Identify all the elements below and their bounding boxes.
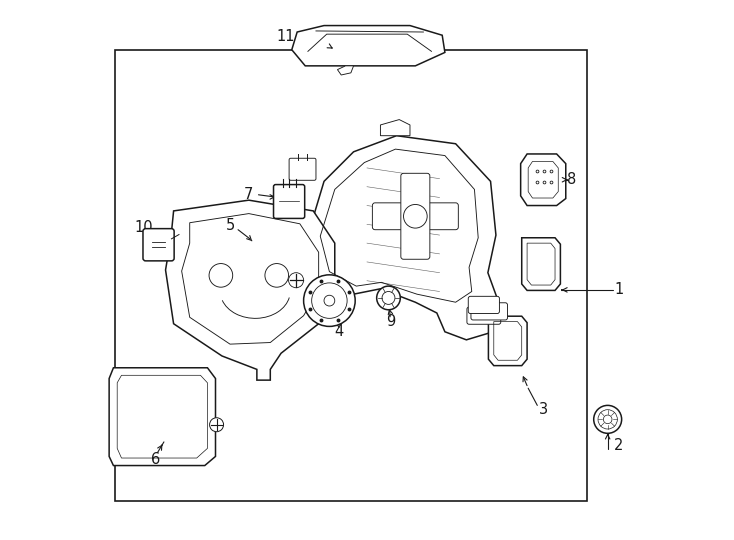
Polygon shape [380, 119, 410, 136]
Circle shape [288, 273, 304, 288]
Text: 3: 3 [539, 402, 548, 417]
Text: 2: 2 [614, 437, 623, 453]
Text: 7: 7 [244, 187, 253, 202]
FancyBboxPatch shape [274, 185, 305, 218]
Bar [115, 50, 587, 501]
Circle shape [598, 410, 617, 429]
Polygon shape [166, 200, 335, 380]
Circle shape [377, 286, 400, 310]
Polygon shape [292, 25, 445, 66]
Polygon shape [338, 66, 354, 75]
FancyBboxPatch shape [372, 203, 458, 230]
FancyBboxPatch shape [471, 303, 507, 320]
FancyBboxPatch shape [289, 158, 316, 180]
Polygon shape [520, 154, 566, 206]
Circle shape [304, 275, 355, 326]
Circle shape [404, 205, 427, 228]
FancyBboxPatch shape [467, 307, 501, 324]
Polygon shape [488, 316, 527, 366]
Text: 10: 10 [135, 220, 153, 234]
Circle shape [210, 418, 224, 431]
Circle shape [265, 264, 288, 287]
Circle shape [382, 292, 395, 305]
Circle shape [603, 415, 612, 424]
FancyBboxPatch shape [468, 296, 499, 314]
Circle shape [209, 264, 233, 287]
FancyBboxPatch shape [401, 173, 430, 259]
Polygon shape [522, 238, 560, 291]
Text: 9: 9 [386, 314, 396, 328]
Polygon shape [308, 136, 504, 340]
Text: 1: 1 [614, 282, 623, 298]
Polygon shape [109, 368, 216, 465]
Text: 4: 4 [335, 324, 344, 339]
Text: 11: 11 [276, 29, 294, 44]
Circle shape [324, 295, 335, 306]
Text: 6: 6 [151, 452, 160, 467]
FancyBboxPatch shape [143, 228, 174, 261]
Circle shape [594, 406, 622, 433]
Text: 5: 5 [226, 219, 236, 233]
Circle shape [312, 283, 347, 319]
Text: 8: 8 [567, 172, 576, 187]
